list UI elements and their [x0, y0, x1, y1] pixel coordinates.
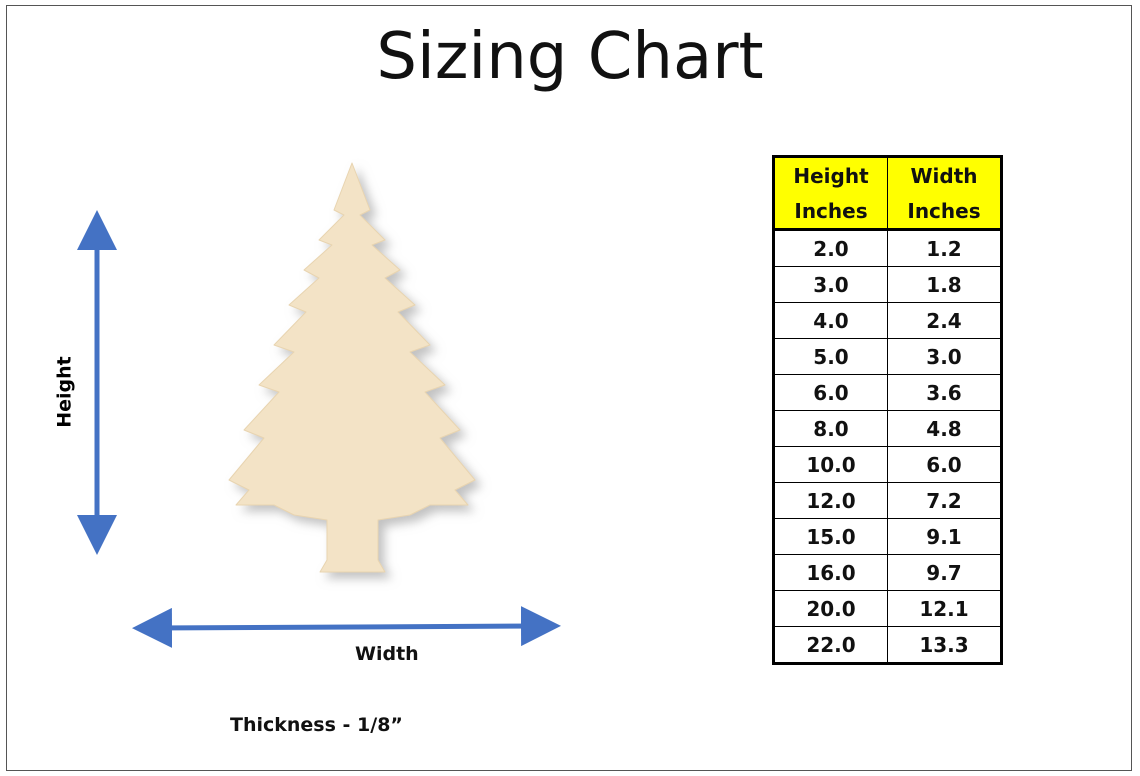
frame	[6, 5, 1132, 771]
header-row: Inches Inches	[773, 193, 1002, 231]
table-cell: 15.0	[773, 518, 888, 555]
table-cell: 6.0	[773, 374, 888, 411]
header-cell: Height	[773, 156, 888, 193]
table-cell: 3.6	[887, 374, 1002, 411]
table-row: 6.0 3.6	[773, 374, 1002, 411]
table-cell: 1.8	[887, 266, 1002, 303]
table-cell: 3.0	[773, 266, 888, 303]
table-row: 12.0 7.2	[773, 482, 1002, 519]
table-cell: 9.7	[887, 554, 1002, 591]
table-row: 20.0 12.1	[773, 590, 1002, 627]
table-cell: 2.4	[887, 302, 1002, 339]
table-cell: 22.0	[773, 626, 888, 664]
table-cell: 8.0	[773, 410, 888, 447]
width-label: Width	[355, 643, 419, 665]
thickness-label: Thickness - 1/8”	[230, 714, 403, 736]
table-row: 5.0 3.0	[773, 338, 1002, 375]
table-row: 3.0 1.8	[773, 266, 1002, 303]
header-cell: Width	[887, 156, 1002, 193]
tree	[228, 162, 476, 573]
table-cell: 4.0	[773, 302, 888, 339]
table-row: 15.0 9.1	[773, 518, 1002, 555]
header-row: Height Width	[773, 156, 1002, 193]
width-arrow	[132, 606, 561, 648]
header-cell: Inches	[773, 193, 888, 231]
table-row: 22.0 13.3	[773, 626, 1002, 664]
table-cell: 1.2	[887, 229, 1002, 267]
table-cell: 5.0	[773, 338, 888, 375]
table-row: 8.0 4.8	[773, 410, 1002, 447]
table-cell: 13.3	[887, 626, 1002, 664]
table-cell: 20.0	[773, 590, 888, 627]
table-cell: 16.0	[773, 554, 888, 591]
table-cell: 4.8	[887, 410, 1002, 447]
table-cell: 9.1	[887, 518, 1002, 555]
table-cell: 7.2	[887, 482, 1002, 519]
table-cell: 10.0	[773, 446, 888, 483]
table-row: 16.0 9.7	[773, 554, 1002, 591]
table-cell: 2.0	[773, 229, 888, 267]
table-row: 10.0 6.0	[773, 446, 1002, 483]
size-table: Height Width Inches Inches 2.0 1.2 3.0 1.8 4.0 2.…	[772, 155, 1003, 665]
table-row: 2.0 1.2	[773, 229, 1002, 267]
table-row: 4.0 2.4	[773, 302, 1002, 339]
table-cell: 12.1	[887, 590, 1002, 627]
table-cell: 12.0	[773, 482, 888, 519]
header-cell: Inches	[887, 193, 1002, 231]
table-cell: 6.0	[887, 446, 1002, 483]
title: Sizing Chart	[376, 20, 764, 94]
height-label: Height	[54, 356, 76, 428]
table-cell: 3.0	[887, 338, 1002, 375]
